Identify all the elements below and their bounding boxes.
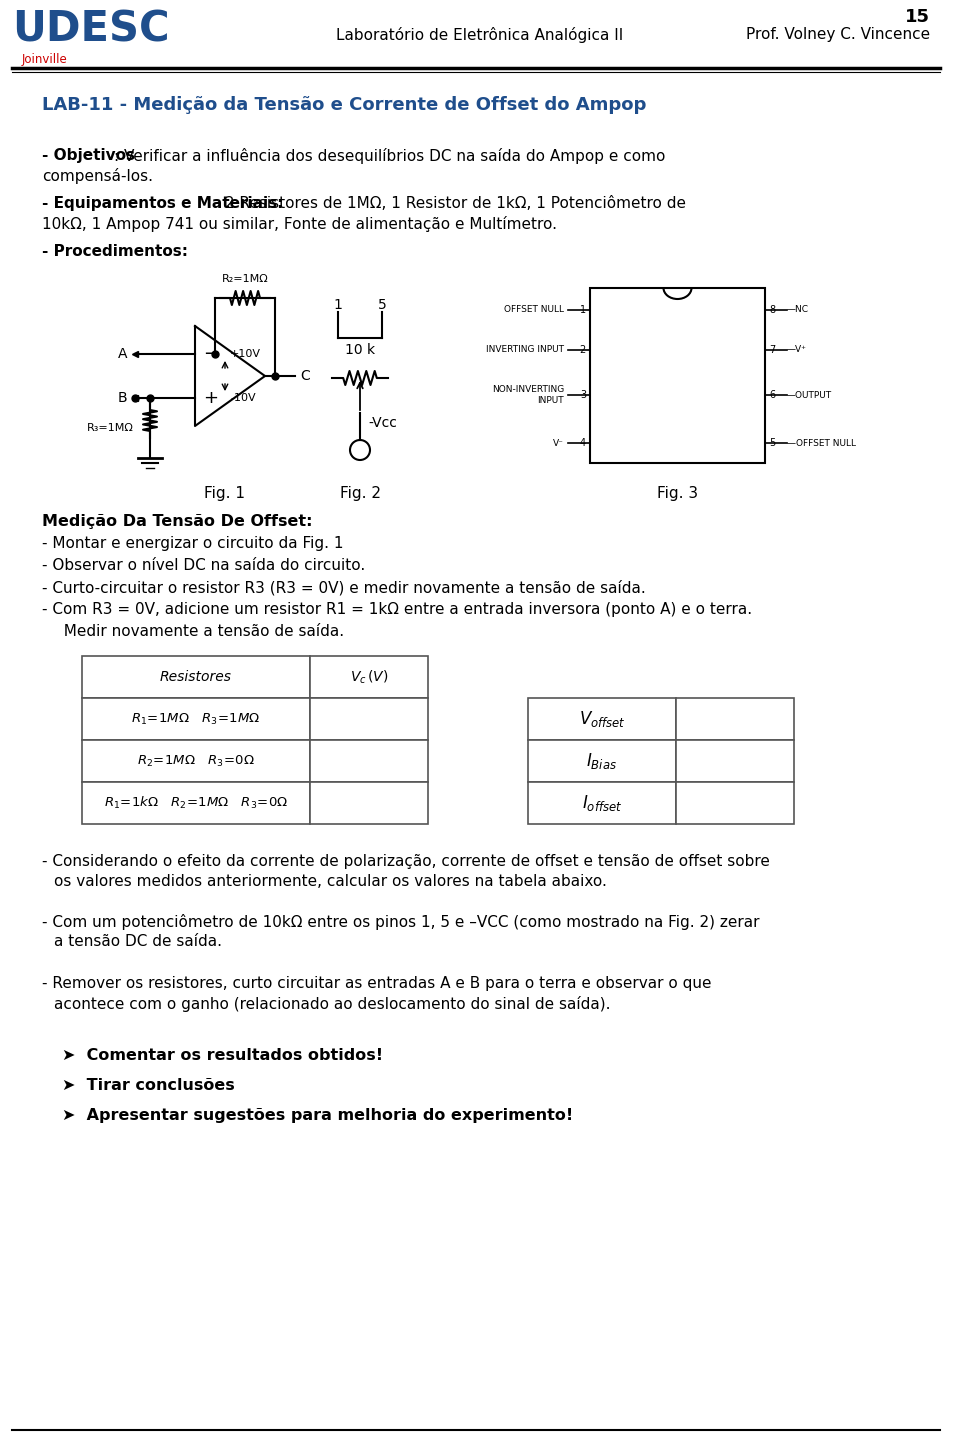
- Text: 7: 7: [769, 346, 776, 356]
- Text: acontece com o ganho (relacionado ao deslocamento do sinal de saída).: acontece com o ganho (relacionado ao des…: [54, 996, 611, 1012]
- Text: Fig. 1: Fig. 1: [204, 486, 246, 500]
- Text: —OUTPUT: —OUTPUT: [787, 390, 832, 399]
- Text: 2 Resistores de 1MΩ, 1 Resistor de 1kΩ, 1 Potenciômetro de: 2 Resistores de 1MΩ, 1 Resistor de 1kΩ, …: [220, 197, 686, 211]
- Text: 4: 4: [580, 438, 586, 448]
- Text: os valores medidos anteriormente, calcular os valores na tabela abaixo.: os valores medidos anteriormente, calcul…: [54, 873, 607, 889]
- Text: 10kΩ, 1 Ampop 741 ou similar, Fonte de alimentação e Multímetro.: 10kΩ, 1 Ampop 741 ou similar, Fonte de a…: [42, 215, 557, 231]
- Bar: [676, 740, 794, 782]
- Text: - Curto-circuitar o resistor R3 (R3 = 0V) e medir novamente a tensão de saída.: - Curto-circuitar o resistor R3 (R3 = 0V…: [42, 580, 646, 596]
- Text: - Considerando o efeito da corrente de polarização, corrente de offset e tensão : - Considerando o efeito da corrente de p…: [42, 855, 770, 869]
- Text: - Com R3 = 0V, adicione um resistor R1 = 1kΩ entre a entrada inversora (ponto A): - Com R3 = 0V, adicione um resistor R1 =…: [42, 602, 752, 617]
- Text: 2: 2: [580, 346, 586, 356]
- Text: V⁻: V⁻: [553, 438, 564, 447]
- Text: - Equipamentos e Materiais:: - Equipamentos e Materiais:: [42, 197, 283, 211]
- Text: - Objetivos: - Objetivos: [42, 147, 135, 163]
- Text: Medir novamente a tensão de saída.: Medir novamente a tensão de saída.: [54, 625, 344, 639]
- Text: —OFFSET NULL: —OFFSET NULL: [787, 438, 856, 447]
- Text: 10 k: 10 k: [345, 343, 375, 357]
- Text: $V_{offset}$: $V_{offset}$: [579, 709, 625, 729]
- Bar: [528, 782, 676, 824]
- Text: UDESC: UDESC: [12, 9, 170, 51]
- Bar: [82, 782, 310, 824]
- Text: Medição Da Tensão De Offset:: Medição Da Tensão De Offset:: [42, 513, 313, 529]
- Text: 8: 8: [769, 305, 775, 315]
- Text: 1: 1: [333, 298, 343, 312]
- Text: $I_{Bias}$: $I_{Bias}$: [587, 750, 617, 771]
- Bar: [676, 698, 794, 740]
- Text: —V⁺: —V⁺: [787, 346, 806, 354]
- Text: —NC: —NC: [787, 305, 809, 314]
- Bar: [310, 698, 428, 740]
- Bar: [82, 698, 310, 740]
- Text: C: C: [300, 369, 310, 383]
- Bar: [590, 288, 765, 463]
- Text: ➤  Apresentar sugestões para melhoria do experimento!: ➤ Apresentar sugestões para melhoria do …: [62, 1108, 573, 1124]
- Bar: [82, 740, 310, 782]
- Bar: [310, 740, 428, 782]
- Text: LAB-11 - Medição da Tensão e Corrente de Offset do Ampop: LAB-11 - Medição da Tensão e Corrente de…: [42, 95, 646, 114]
- Text: $V_c\,(V)$: $V_c\,(V)$: [349, 668, 388, 685]
- Text: $R_2\!=\!1M\Omega\quad R_3\!=\!0\Omega$: $R_2\!=\!1M\Omega\quad R_3\!=\!0\Omega$: [137, 753, 255, 769]
- Text: 5: 5: [377, 298, 386, 312]
- Text: $R_1\!=\!1M\Omega\quad R_3\!=\!1M\Omega$: $R_1\!=\!1M\Omega\quad R_3\!=\!1M\Omega$: [132, 711, 260, 726]
- Bar: [528, 698, 676, 740]
- Text: A: A: [117, 347, 127, 362]
- Text: −: −: [203, 346, 218, 363]
- Text: +10V: +10V: [230, 348, 261, 359]
- Text: 6: 6: [769, 390, 775, 401]
- Text: OFFSET NULL: OFFSET NULL: [504, 305, 564, 314]
- Text: - Com um potenciômetro de 10kΩ entre os pinos 1, 5 e –VCC (como mostrado na Fig.: - Com um potenciômetro de 10kΩ entre os …: [42, 914, 759, 930]
- Bar: [82, 656, 310, 698]
- Text: $I_{offset}$: $I_{offset}$: [582, 792, 622, 813]
- Text: B: B: [117, 390, 127, 405]
- Text: Joinville: Joinville: [22, 54, 68, 67]
- Text: ➤  Tirar conclusões: ➤ Tirar conclusões: [62, 1079, 235, 1093]
- Bar: [676, 782, 794, 824]
- Text: compensá-los.: compensá-los.: [42, 168, 153, 184]
- Text: a tensão DC de saída.: a tensão DC de saída.: [54, 934, 222, 949]
- Text: R₃=1MΩ: R₃=1MΩ: [87, 424, 134, 432]
- Text: Fig. 3: Fig. 3: [657, 486, 698, 500]
- Text: Fig. 2: Fig. 2: [340, 486, 380, 500]
- Text: R₂=1MΩ: R₂=1MΩ: [222, 273, 269, 283]
- Text: - Montar e energizar o circuito da Fig. 1: - Montar e energizar o circuito da Fig. …: [42, 536, 344, 551]
- Text: ➤  Comentar os resultados obtidos!: ➤ Comentar os resultados obtidos!: [62, 1048, 383, 1063]
- Text: -Vcc: -Vcc: [368, 416, 396, 429]
- Bar: [310, 656, 428, 698]
- Text: $R_1\!=\!1k\Omega\quad R_2\!=\!1M\Omega\quad R_3\!=\!0\Omega$: $R_1\!=\!1k\Omega\quad R_2\!=\!1M\Omega\…: [104, 795, 288, 811]
- Text: 15: 15: [905, 9, 930, 26]
- Text: -10V: -10V: [230, 393, 255, 403]
- Text: Laboratório de Eletrônica Analógica II: Laboratório de Eletrônica Analógica II: [336, 27, 624, 43]
- Text: - Procedimentos:: - Procedimentos:: [42, 244, 188, 259]
- Text: 3: 3: [580, 390, 586, 401]
- Text: 1: 1: [580, 305, 586, 315]
- Text: Resistores: Resistores: [160, 669, 232, 684]
- Bar: [528, 740, 676, 782]
- Text: NON-INVERTING
INPUT: NON-INVERTING INPUT: [492, 385, 564, 405]
- Text: 5: 5: [769, 438, 776, 448]
- Text: - Observar o nível DC na saída do circuito.: - Observar o nível DC na saída do circui…: [42, 558, 365, 573]
- Text: Prof. Volney C. Vincence: Prof. Volney C. Vincence: [746, 27, 930, 42]
- Text: +: +: [203, 389, 218, 406]
- Text: INVERTING INPUT: INVERTING INPUT: [486, 346, 564, 354]
- Text: : Verificar a influência dos desequilíbrios DC na saída do Ampop e como: : Verificar a influência dos desequilíbr…: [114, 147, 665, 163]
- Bar: [310, 782, 428, 824]
- Text: - Remover os resistores, curto circuitar as entradas A e B para o terra e observ: - Remover os resistores, curto circuitar…: [42, 976, 711, 991]
